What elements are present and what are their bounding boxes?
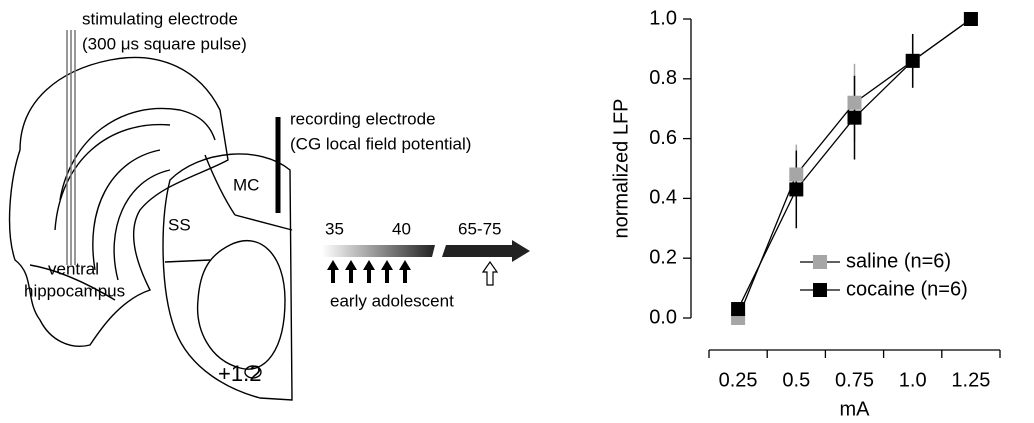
x-axis-label: mA [840, 398, 871, 420]
y-axis-label: normalized LFP [610, 98, 632, 238]
x-tick-label: 0.25 [719, 369, 758, 391]
legend-marker [813, 283, 827, 297]
rec-label: recording electrode [290, 109, 436, 128]
y-tick-label: 0.8 [649, 67, 677, 89]
hippo-label: hippocampus [24, 281, 125, 300]
y-tick-label: 0.0 [649, 306, 677, 328]
x-tick-label: 0.5 [782, 369, 810, 391]
y-tick-label: 1.0 [649, 7, 677, 29]
test-arrow [481, 260, 499, 286]
marker [789, 182, 804, 197]
legend-label: cocaine (n=6) [846, 278, 968, 300]
brain-fold [92, 149, 161, 271]
rec-detail: (CG local field potential) [290, 134, 471, 153]
y-tick-label: 0.4 [649, 187, 677, 209]
stim-detail: (300 μs square pulse) [82, 34, 247, 53]
stim-label: stimulating electrode [82, 9, 238, 28]
legend-label: saline (n=6) [846, 250, 951, 272]
marker [847, 95, 862, 110]
age-label: 35 [325, 219, 344, 238]
coronal-striatum [196, 239, 286, 370]
x-tick-label: 0.75 [835, 369, 874, 391]
marker [731, 302, 746, 317]
timeline-arrow [442, 240, 530, 262]
age-label: 65-75 [458, 219, 501, 238]
y-tick-label: 0.2 [649, 246, 677, 268]
y-tick-label: 0.6 [649, 127, 677, 149]
timeline-gradient [322, 245, 435, 257]
marker [963, 12, 978, 26]
hippo-label: ventral [48, 259, 99, 278]
brain-fold [54, 123, 171, 231]
coronal-boundary [164, 154, 293, 263]
region-label: SS [168, 215, 191, 234]
brain-fold [113, 169, 171, 281]
marker [789, 167, 804, 182]
coronal-feature [244, 365, 262, 379]
x-tick-label: 1.25 [951, 369, 990, 391]
brain-fold [29, 264, 116, 301]
coronal-outline [162, 153, 293, 401]
injection-arrows [327, 260, 411, 283]
brain-fold [59, 107, 216, 201]
brain-outline [8, 56, 229, 347]
marker [905, 53, 920, 68]
region-label: MC [233, 175, 259, 194]
marker [847, 110, 862, 125]
legend-marker [813, 255, 827, 269]
x-tick-label: 1.0 [899, 369, 927, 391]
bregma-label: +1.2 [218, 361, 261, 386]
chart: 0.0 0.2 0.4 0.6 0.8 1.0 0.25 0.5 0.75 1.0 1.25 mA no… [610, 7, 1001, 420]
period-label: early adolescent [330, 291, 454, 310]
age-label: 40 [392, 219, 411, 238]
brain-diagram: stimulating electrode (300 μs square pul… [8, 9, 530, 401]
